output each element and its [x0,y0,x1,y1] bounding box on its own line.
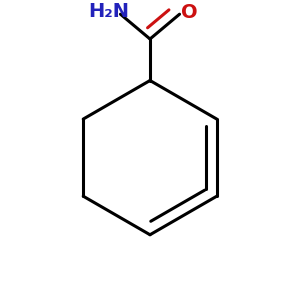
Text: H₂N: H₂N [89,2,130,21]
Text: O: O [181,3,197,22]
